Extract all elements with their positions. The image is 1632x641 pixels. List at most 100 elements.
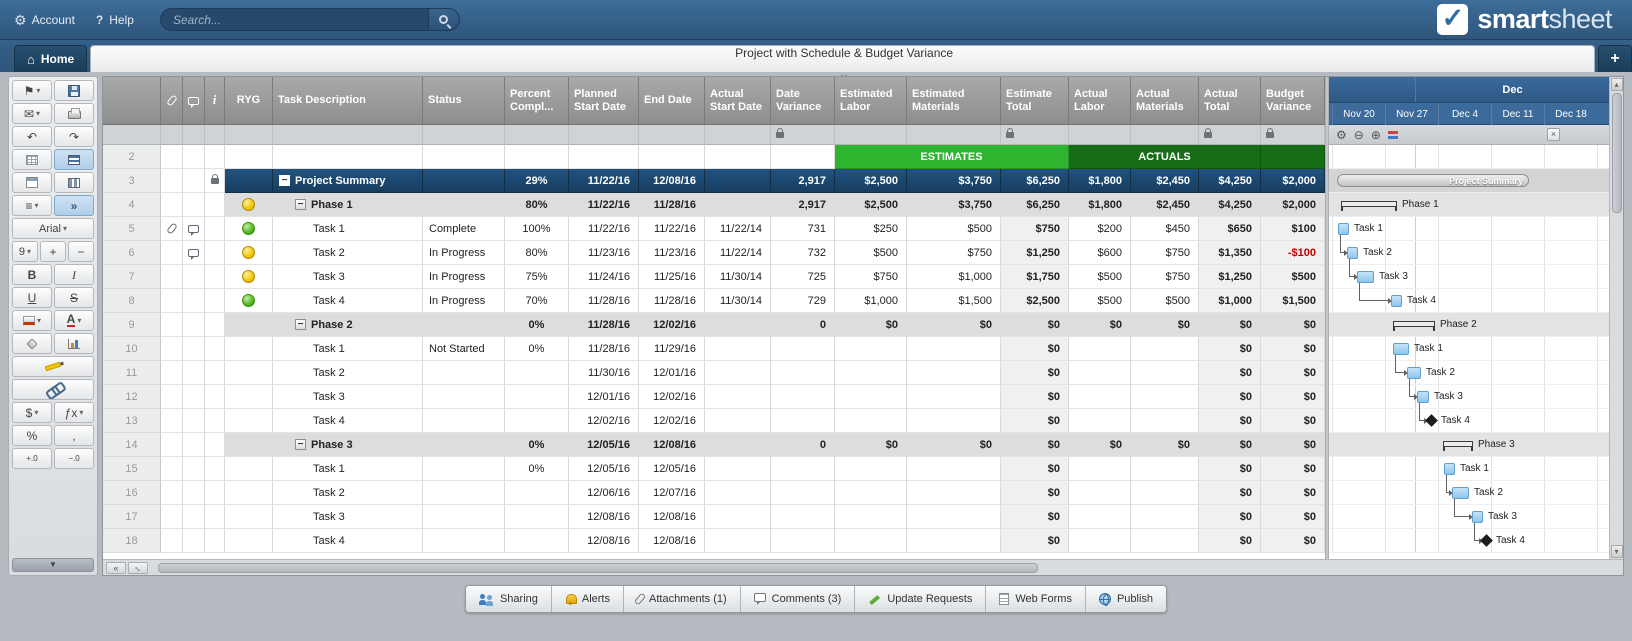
cell-act_labor[interactable] [1069, 385, 1131, 409]
collapse-icon[interactable]: − [295, 439, 306, 450]
cell-comment[interactable] [183, 433, 205, 457]
vertical-scrollbar[interactable]: ▴ ▾ [1609, 77, 1623, 559]
cell-est_mat[interactable] [907, 337, 1001, 361]
cell-status[interactable] [423, 505, 505, 529]
cell-actual_start[interactable] [705, 529, 771, 553]
comment-icon[interactable] [188, 224, 199, 236]
cell-act_total[interactable]: $0 [1199, 313, 1261, 337]
cell-actual_start[interactable] [705, 481, 771, 505]
ryg-ball-yellow[interactable] [242, 270, 255, 283]
cell-actual_start[interactable] [705, 505, 771, 529]
toolbar-font[interactable]: Arial ▾ [12, 218, 94, 239]
toolbar-currency[interactable]: $ ▾ [12, 402, 52, 423]
cell-pct[interactable]: 75% [505, 265, 569, 289]
cell-ryg[interactable] [225, 169, 273, 193]
cell-info[interactable] [205, 457, 225, 481]
gantt-settings-button[interactable]: ⚙ [1336, 127, 1347, 142]
cell-est_labor[interactable]: $250 [835, 217, 907, 241]
col-header-status[interactable]: Status [423, 77, 505, 125]
cell-task[interactable]: Task 2 [273, 241, 423, 265]
gantt-phase-bar[interactable] [1341, 201, 1397, 211]
cell-est_mat[interactable] [907, 361, 1001, 385]
cell-ryg[interactable] [225, 337, 273, 361]
cell-actual_start[interactable]: 11/22/14 [705, 217, 771, 241]
cell-est_total[interactable]: $0 [1001, 433, 1069, 457]
cell-pct[interactable] [505, 361, 569, 385]
col-header-date_var[interactable]: Date Variance [771, 77, 835, 125]
vertical-scroll-thumb[interactable] [1611, 93, 1622, 213]
gantt-task-bar[interactable] [1391, 295, 1402, 307]
col-header-attach[interactable] [161, 77, 183, 125]
collapse-icon[interactable]: − [295, 319, 306, 330]
cell-pct[interactable] [505, 529, 569, 553]
row-number[interactable]: 18 [103, 529, 161, 553]
cell-planned_start[interactable]: 11/24/16 [569, 265, 639, 289]
cell-est_labor[interactable]: $750 [835, 265, 907, 289]
cell-est_labor[interactable]: $2,500 [835, 169, 907, 193]
cell-date_var[interactable] [771, 337, 835, 361]
tab-sheet[interactable]: Project with Schedule & Budget Variance … [90, 45, 1595, 85]
col-header-comment[interactable] [183, 77, 205, 125]
cell-actual_start[interactable] [705, 361, 771, 385]
cell-planned_start[interactable]: 12/01/16 [569, 385, 639, 409]
help-menu[interactable]: ? Help [95, 12, 134, 28]
cell-est_labor[interactable] [835, 457, 907, 481]
cell-info[interactable] [205, 313, 225, 337]
cell-act_labor[interactable] [1069, 337, 1131, 361]
cell-est_total[interactable]: $0 [1001, 337, 1069, 361]
cell-est_mat[interactable] [907, 505, 1001, 529]
gantt-task-bar[interactable] [1393, 343, 1409, 355]
cell-comment[interactable] [183, 265, 205, 289]
toolbar-send[interactable]: ✉ ▾ [12, 103, 52, 124]
row-number[interactable]: 7 [103, 265, 161, 289]
cell-act_total[interactable]: $0 [1199, 409, 1261, 433]
cell-est_mat[interactable]: $0 [907, 433, 1001, 457]
cell-est_total[interactable]: $1,250 [1001, 241, 1069, 265]
row-number[interactable]: 13 [103, 409, 161, 433]
cell-status[interactable]: In Progress [423, 265, 505, 289]
cell-budget_var[interactable]: $0 [1261, 481, 1325, 505]
cell-attach[interactable] [161, 241, 183, 265]
cell-actual_start[interactable] [705, 409, 771, 433]
cell-planned_start[interactable] [569, 145, 639, 169]
toolbar-underline[interactable]: U [12, 287, 52, 308]
cell-est_mat[interactable]: $3,750 [907, 193, 1001, 217]
cell-attach[interactable] [161, 313, 183, 337]
row-number[interactable]: 15 [103, 457, 161, 481]
cell-budget_var[interactable]: $0 [1261, 313, 1325, 337]
cell-status[interactable] [423, 169, 505, 193]
cell-info[interactable] [205, 433, 225, 457]
cell-actual_start[interactable] [705, 169, 771, 193]
cell-end[interactable] [639, 145, 705, 169]
cell-pct[interactable]: 100% [505, 217, 569, 241]
cell-est_total[interactable]: $0 [1001, 385, 1069, 409]
cell-date_var[interactable] [771, 145, 835, 169]
cell-ryg[interactable] [225, 409, 273, 433]
cell-task[interactable]: Task 1 [273, 217, 423, 241]
publish-button[interactable]: Publish [1085, 586, 1167, 612]
cell-est_mat[interactable]: $1,500 [907, 289, 1001, 313]
cell-actual_start[interactable]: 11/22/14 [705, 241, 771, 265]
gantt-summary-bar[interactable]: Project Summary [1337, 174, 1529, 187]
cell-pct[interactable]: 70% [505, 289, 569, 313]
toolbar-align[interactable]: ≡ ▾ [12, 195, 52, 216]
ryg-ball-green[interactable] [242, 222, 255, 235]
cell-est_total[interactable]: $6,250 [1001, 169, 1069, 193]
cell-act_mat[interactable]: $0 [1131, 313, 1199, 337]
cell-act_labor[interactable]: $0 [1069, 313, 1131, 337]
cell-act_labor[interactable]: $0 [1069, 433, 1131, 457]
toolbar-collapse-button[interactable]: ▼ [12, 558, 94, 572]
cell-ryg[interactable] [225, 481, 273, 505]
cell-est_total[interactable]: $0 [1001, 313, 1069, 337]
gantt-week-label[interactable]: Dec 4 [1438, 103, 1491, 125]
cell-ryg[interactable] [225, 361, 273, 385]
gantt-phase-bar[interactable] [1393, 321, 1435, 331]
cell-date_var[interactable] [771, 409, 835, 433]
cell-attach[interactable] [161, 409, 183, 433]
toolbar-redo[interactable]: ↷ [54, 126, 94, 147]
toolbar-calendar-view[interactable] [12, 172, 52, 193]
cell-planned_start[interactable]: 11/28/16 [569, 289, 639, 313]
toolbar-dec-plus[interactable]: +.0 [12, 448, 52, 469]
toolbar-link[interactable] [12, 379, 94, 400]
cell-attach[interactable] [161, 193, 183, 217]
